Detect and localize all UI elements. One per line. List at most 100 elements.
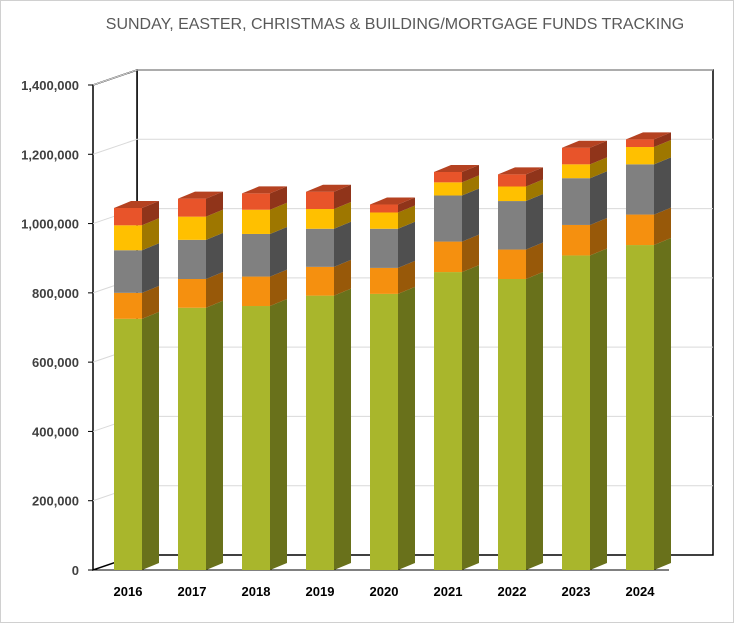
bar-segment-side [590, 157, 607, 179]
bar-segment-front [434, 195, 462, 242]
bar-segment-side [334, 184, 351, 210]
bar-segment-front [242, 306, 270, 570]
bar-segment-side [398, 197, 415, 213]
bar-segment-side [398, 205, 415, 229]
bar-stack-2023 [562, 140, 607, 570]
bar-segment-front [178, 198, 206, 217]
bar-segment-front [562, 147, 590, 165]
bar-segment-side [654, 157, 671, 215]
bar-segment-front [562, 164, 590, 179]
bar-segment-front [498, 174, 526, 187]
bar-stack-2020 [370, 197, 415, 570]
bars [114, 132, 671, 571]
bar-top [114, 200, 159, 208]
bar-segment-side [654, 140, 671, 165]
bar-stack-2022 [498, 167, 543, 570]
x-tick-label: 2021 [434, 584, 463, 599]
bar-segment-front [306, 295, 334, 570]
y-tick-label: 600,000 [32, 355, 79, 370]
bar-segment-front [498, 279, 526, 570]
bar-segment-side [398, 260, 415, 294]
bar-segment-front [178, 216, 206, 240]
bar-segment-side [462, 234, 479, 273]
bar-segment-front [178, 239, 206, 279]
x-tick-label: 2017 [178, 584, 207, 599]
bar-segment-front [242, 193, 270, 210]
y-axis-ticks: 0 200,000 400,000 600,000 800,000 1,000,000 1,… [21, 78, 93, 578]
y-tick-label: 1,200,000 [21, 147, 79, 162]
bar-segment-front [114, 318, 142, 570]
bar-segment-side [142, 218, 159, 251]
chart-title: SUNDAY, EASTER, CHRISTMAS & BUILDING/MOR… [106, 16, 684, 33]
bar-segment-front [562, 224, 590, 256]
bar-segment-front [306, 266, 334, 296]
bar-segment-front [434, 272, 462, 570]
bar-segment-front [626, 147, 654, 165]
bar-segment-side [270, 226, 287, 277]
x-tick-label: 2019 [306, 584, 335, 599]
gridline [92, 69, 713, 86]
bar-segment-front [114, 292, 142, 319]
bar-segment-front [498, 186, 526, 202]
bar-segment-front [626, 139, 654, 148]
bar-segment-side [270, 186, 287, 210]
bar-segment-side [590, 171, 607, 225]
bar-segment-front [626, 245, 654, 571]
bar-segment-side [654, 207, 671, 246]
bar-top [242, 186, 287, 194]
bar-segment-front [562, 178, 590, 225]
bar-top [626, 132, 671, 140]
bar-segment-side [206, 300, 223, 570]
bar-segment-side [206, 232, 223, 279]
bar-segment-side [462, 188, 479, 242]
bar-segment-front [242, 209, 270, 234]
bar-segment-side [334, 288, 351, 570]
bar-segment-side [142, 311, 159, 570]
bar-segment-front [114, 207, 142, 226]
bar-segment-side [462, 164, 479, 183]
bar-segment-side [590, 140, 607, 165]
bar-segment-side [654, 132, 671, 148]
bar-stack-2021 [434, 164, 479, 570]
bar-segment-front [370, 267, 398, 294]
back-wall [136, 69, 714, 556]
bar-stack-2017 [178, 191, 223, 570]
bar-segment-side [526, 194, 543, 250]
bar-segment-side [526, 167, 543, 187]
bar-segment-side [270, 299, 287, 570]
bar-segment-front [114, 225, 142, 251]
x-tick-label: 2016 [114, 584, 143, 599]
bar-segment-side [206, 209, 223, 240]
bar-segment-front [498, 249, 526, 279]
bar-segment-side [206, 272, 223, 308]
y-tick-label: 1,400,000 [21, 78, 79, 93]
bar-top [370, 197, 415, 205]
bar-segment-side [526, 179, 543, 202]
y-tick-label: 800,000 [32, 286, 79, 301]
bar-segment-front [434, 241, 462, 273]
bar-segment-front [306, 228, 334, 267]
bar-segment-front [370, 228, 398, 268]
y-tick-label: 0 [72, 563, 79, 578]
bar-segment-front [498, 201, 526, 250]
bar-stack-2019 [306, 184, 351, 570]
bar-top [178, 191, 223, 199]
bar-segment-front [306, 209, 334, 229]
x-tick-label: 2024 [626, 584, 656, 599]
bar-segment-front [626, 214, 654, 246]
bar-segment-side [398, 286, 415, 570]
bar-top [498, 167, 543, 175]
bar-segment-side [334, 202, 351, 229]
bar-segment-front [114, 250, 142, 293]
y-tick-label: 200,000 [32, 494, 79, 509]
bar-segment-side [462, 175, 479, 196]
x-axis-ticks: 2016 2017 2018 2019 2020 2021 2022 2023 2024 [114, 584, 656, 599]
bar-segment-side [590, 217, 607, 256]
bar-stack-2018 [242, 186, 287, 570]
bar-segment-side [398, 221, 415, 268]
bar-segment-side [270, 202, 287, 234]
bar-segment-front [370, 293, 398, 570]
bar-segment-side [142, 243, 159, 293]
